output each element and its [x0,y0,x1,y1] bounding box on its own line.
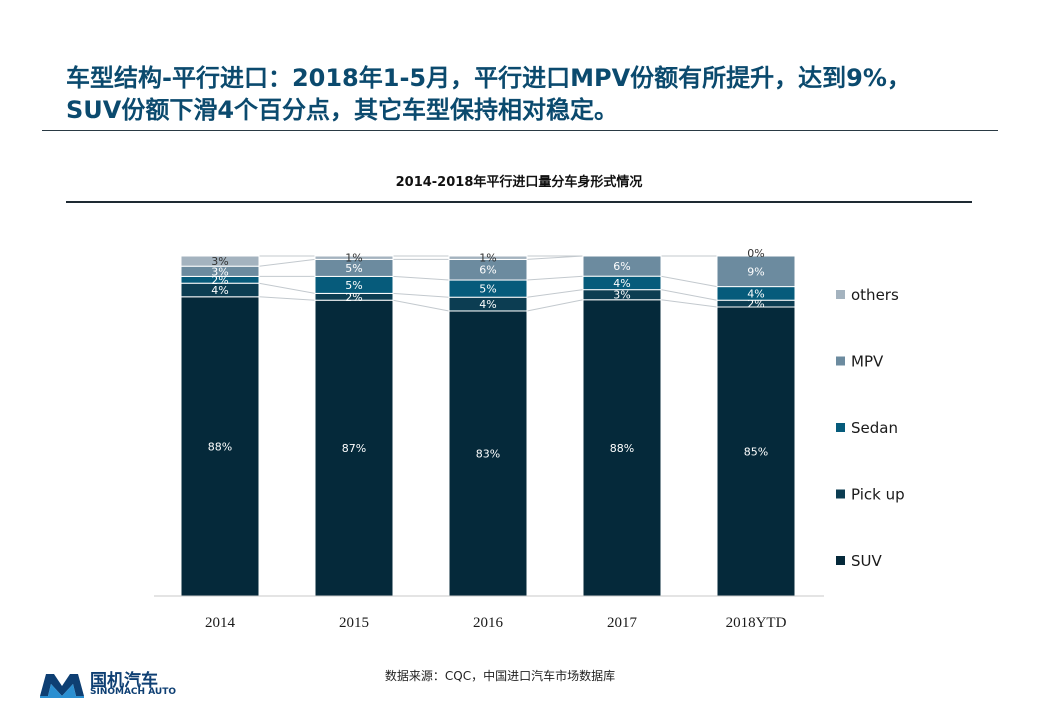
series-line-suv-3 [526,299,584,312]
data-label-pick-up-2014: 4% [211,284,228,297]
series-line-pick-up-2 [392,292,450,298]
headline-divider [42,130,998,131]
data-label-others-2016: 1% [479,252,496,265]
series-line-mpv-3 [526,255,584,260]
legend-swatch-pick-up [836,489,845,499]
bar-suv-2018YTD [716,306,796,597]
legend-swatch-others [836,290,845,299]
data-label-suv-2015: 87% [342,442,366,455]
data-label-pick-up-2018YTD: 2% [747,298,764,311]
series-line-suv-1 [258,296,316,301]
data-label-mpv-2016: 6% [479,264,496,277]
data-label-mpv-2017: 6% [613,260,630,273]
chart-title: 2014-2018年平行进口量分车身形式情况 [395,175,643,190]
data-label-others-2014: 3% [211,255,228,268]
legend-swatch-sedan [836,423,845,432]
legend-swatch-mpv [836,356,845,366]
bar-suv-2017 [582,299,662,597]
data-label-sedan-2018YTD: 4% [747,287,764,300]
data-label-sedan-2015: 5% [345,279,362,292]
data-label-suv-2017: 88% [610,442,634,455]
data-label-sedan-2016: 5% [479,283,496,296]
bar-suv-2016 [448,310,528,597]
headline-line-1: 车型结构-平行进口：2018年1-5月，平行进口MPV份额有所提升，达到9%， [66,64,911,92]
data-source-note: 数据来源：CQC，中国进口汽车市场数据库 [384,669,616,683]
headline-line-2: SUV份额下滑4个百分点，其它车型保持相对稳定。 [66,96,619,124]
series-line-pick-up-1 [258,282,316,294]
bar-others-2014 [180,255,260,267]
bar-suv-2015 [314,299,394,597]
series-line-sedan-3 [526,275,584,281]
data-label-sedan-2014: 2% [211,274,228,287]
series-line-pick-up-3 [526,289,584,298]
data-label-suv-2018YTD: 85% [744,446,768,459]
x-tick-label-2017: 2017 [607,615,638,631]
chart-title-divider [66,201,972,203]
series-line-suv-2 [392,299,450,312]
data-label-others-2015: 1% [345,252,362,265]
x-tick-label-2018YTD: 2018YTD [726,615,787,631]
bar-others-2015 [314,255,394,260]
logo-name-en: SINOMACH AUTO [90,687,176,697]
x-tick-label-2016: 2016 [473,615,504,631]
headline: 车型结构-平行进口：2018年1-5月，平行进口MPV份额有所提升，达到9%， … [66,62,1006,126]
data-label-sedan-2017: 4% [613,277,630,290]
legend-swatch-suv [836,556,845,565]
data-label-pick-up-2017: 3% [613,289,630,302]
series-line-suv-4 [660,299,718,308]
data-label-others-2018YTD: 0% [747,247,764,260]
x-tick-label-2014: 2014 [205,615,236,631]
logo-name-cn: 国机汽车 [90,671,158,691]
data-label-suv-2016: 83% [476,447,500,460]
legend-label-others: others [851,286,899,304]
x-tick-label-2015: 2015 [339,615,369,631]
bar-suv-2014 [180,296,260,597]
legend-label-mpv: MPV [851,353,884,371]
bar-mpv-2018YTD [716,255,796,288]
series-line-sedan-4 [660,275,718,288]
bar-others-2016 [448,255,528,260]
bar-mpv-2017 [582,255,662,277]
series-line-pick-up-4 [660,289,718,301]
data-label-pick-up-2016: 4% [479,298,496,311]
series-line-mpv-1 [258,258,316,267]
legend-label-pick-up: Pick up [851,486,905,504]
data-label-pick-up-2015: 2% [345,291,362,304]
data-label-mpv-2018YTD: 9% [747,265,764,278]
legend-label-suv: SUV [851,552,883,570]
sinomach-logo-icon [40,674,84,698]
series-line-sedan-2 [392,275,450,281]
data-label-suv-2014: 88% [208,440,232,453]
sinomach-logo: 国机汽车 SINOMACH AUTO [40,664,180,704]
data-label-mpv-2014: 3% [211,265,228,278]
legend-label-sedan: Sedan [851,419,898,437]
data-label-mpv-2015: 5% [345,262,362,275]
